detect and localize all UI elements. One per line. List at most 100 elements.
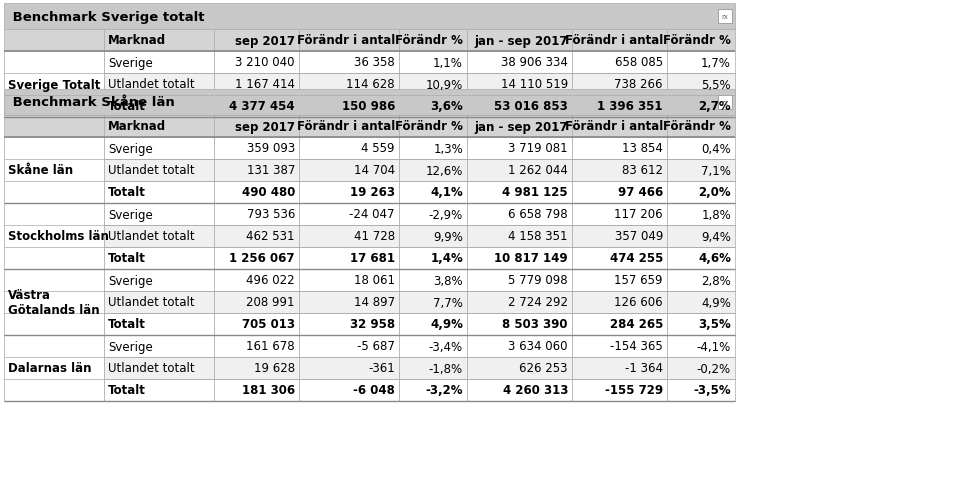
Bar — [104, 357, 214, 379]
Bar — [214, 269, 299, 291]
Bar — [467, 160, 572, 182]
Text: -3,2%: -3,2% — [425, 384, 463, 397]
Text: Skåne län: Skåne län — [8, 164, 73, 177]
Text: Förändr %: Förändr % — [663, 35, 731, 47]
Text: 1,3%: 1,3% — [433, 142, 463, 155]
Bar — [104, 269, 214, 291]
Text: rx: rx — [722, 100, 728, 106]
Text: 626 253: 626 253 — [519, 362, 568, 375]
Bar — [572, 30, 667, 52]
Text: Dalarnas län: Dalarnas län — [8, 362, 92, 375]
Bar — [572, 269, 667, 291]
Bar — [399, 291, 467, 313]
Text: Totalt: Totalt — [108, 252, 146, 265]
Text: -0,2%: -0,2% — [697, 362, 731, 375]
Text: 53 016 853: 53 016 853 — [494, 101, 568, 113]
Bar — [667, 30, 735, 52]
Bar — [667, 138, 735, 160]
Text: 83 612: 83 612 — [622, 164, 663, 177]
Text: 14 110 519: 14 110 519 — [501, 79, 568, 91]
Text: 131 387: 131 387 — [247, 164, 295, 177]
Bar — [214, 335, 299, 357]
Bar — [572, 138, 667, 160]
Bar — [399, 138, 467, 160]
Text: rx: rx — [722, 14, 728, 20]
Text: 157 659: 157 659 — [615, 274, 663, 287]
Bar — [467, 379, 572, 401]
Text: 19 263: 19 263 — [350, 186, 395, 199]
Text: Förändr %: Förändr % — [663, 120, 731, 133]
Text: 490 480: 490 480 — [242, 186, 295, 199]
Bar — [299, 335, 399, 357]
Bar — [718, 96, 732, 110]
Bar — [572, 116, 667, 138]
Bar — [467, 269, 572, 291]
Bar — [467, 30, 572, 52]
Text: 8 503 390: 8 503 390 — [503, 318, 568, 331]
Bar — [4, 138, 104, 203]
Bar — [299, 203, 399, 225]
Bar — [467, 291, 572, 313]
Bar — [299, 160, 399, 182]
Text: 117 206: 117 206 — [615, 208, 663, 221]
Text: 3,5%: 3,5% — [698, 318, 731, 331]
Bar — [399, 247, 467, 269]
Text: Förändr i antal: Förändr i antal — [296, 35, 395, 47]
Text: 10,9%: 10,9% — [425, 79, 463, 91]
Bar — [667, 269, 735, 291]
Bar — [467, 52, 572, 74]
Text: jan - sep 2017: jan - sep 2017 — [474, 35, 568, 47]
Bar — [467, 313, 572, 335]
Text: 462 531: 462 531 — [247, 230, 295, 243]
Bar — [572, 247, 667, 269]
Text: 3,6%: 3,6% — [430, 101, 463, 113]
Text: 5 779 098: 5 779 098 — [509, 274, 568, 287]
Bar — [399, 182, 467, 203]
Bar — [399, 96, 467, 118]
Text: 1 262 044: 1 262 044 — [509, 164, 568, 177]
Text: 738 266: 738 266 — [615, 79, 663, 91]
Text: 4,9%: 4,9% — [430, 318, 463, 331]
Bar — [667, 116, 735, 138]
Bar — [667, 225, 735, 247]
Text: Totalt: Totalt — [108, 318, 146, 331]
Text: -154 365: -154 365 — [610, 340, 663, 353]
Bar — [572, 203, 667, 225]
Bar — [572, 357, 667, 379]
Bar — [4, 269, 104, 335]
Text: -1,8%: -1,8% — [429, 362, 463, 375]
Bar — [399, 74, 467, 96]
Bar — [4, 90, 735, 116]
Text: Benchmark Sverige totalt: Benchmark Sverige totalt — [8, 10, 205, 23]
Text: 1 167 414: 1 167 414 — [235, 79, 295, 91]
Text: -6 048: -6 048 — [353, 384, 395, 397]
Bar — [667, 357, 735, 379]
Text: Förändr %: Förändr % — [395, 120, 463, 133]
Bar — [399, 160, 467, 182]
Bar — [104, 30, 214, 52]
Text: 7,7%: 7,7% — [433, 296, 463, 309]
Bar — [214, 203, 299, 225]
Text: Förändr i antal: Förändr i antal — [565, 120, 663, 133]
Bar — [572, 313, 667, 335]
Bar — [667, 203, 735, 225]
Text: 496 022: 496 022 — [247, 274, 295, 287]
Bar — [214, 138, 299, 160]
Text: 1,7%: 1,7% — [701, 57, 731, 69]
Text: 705 013: 705 013 — [242, 318, 295, 331]
Text: 4,1%: 4,1% — [430, 186, 463, 199]
Bar — [214, 357, 299, 379]
Bar — [214, 313, 299, 335]
Bar — [718, 10, 732, 24]
Text: 2,0%: 2,0% — [699, 186, 731, 199]
Bar — [667, 291, 735, 313]
Text: -3,4%: -3,4% — [429, 340, 463, 353]
Bar — [214, 247, 299, 269]
Bar — [104, 291, 214, 313]
Text: 4 981 125: 4 981 125 — [502, 186, 568, 199]
Text: Sverige: Sverige — [108, 57, 153, 69]
Bar — [214, 182, 299, 203]
Text: Utlandet totalt: Utlandet totalt — [108, 164, 195, 177]
Text: Totalt: Totalt — [108, 186, 146, 199]
Bar — [214, 116, 299, 138]
